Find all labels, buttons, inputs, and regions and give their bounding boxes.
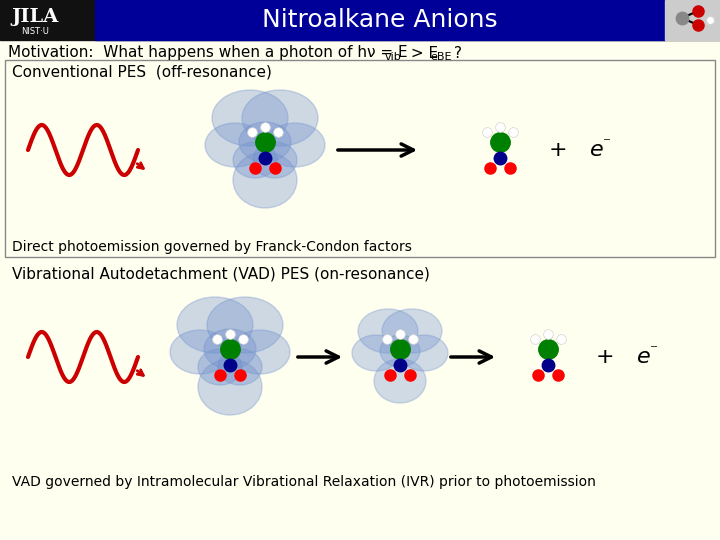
Text: ?: ? [454,45,462,60]
Text: vib: vib [385,52,402,62]
Text: Conventional PES  (off-resonance): Conventional PES (off-resonance) [12,64,272,79]
Ellipse shape [400,335,448,371]
Ellipse shape [358,309,418,353]
Bar [95,0,665,40]
Text: NIST·U: NIST·U [21,28,49,37]
Text: ⁻: ⁻ [603,136,611,151]
Text: VAD governed by Intramolecular Vibrational Relaxation (IVR) prior to photoemissi: VAD governed by Intramolecular Vibration… [12,475,596,489]
Ellipse shape [352,335,400,371]
Text: > E: > E [406,45,438,60]
Ellipse shape [230,330,290,374]
Bar [5,60,715,257]
Text: +: + [549,140,567,160]
Text: Motivation:  What happens when a photon of hν = E: Motivation: What happens when a photon o… [8,45,408,60]
Ellipse shape [204,329,256,369]
Ellipse shape [207,297,283,353]
Text: e: e [637,347,651,367]
Ellipse shape [239,122,291,162]
Text: JILA: JILA [12,8,58,26]
Ellipse shape [198,359,262,415]
Bar [5,262,715,492]
Ellipse shape [380,335,420,367]
Text: +: + [595,347,614,367]
Ellipse shape [198,349,242,385]
Ellipse shape [218,349,262,385]
Ellipse shape [265,123,325,167]
Text: ⁻: ⁻ [650,342,658,357]
Ellipse shape [233,152,297,208]
Ellipse shape [382,309,442,353]
Text: Nitroalkane Anions: Nitroalkane Anions [262,8,498,32]
Ellipse shape [242,90,318,146]
Text: Vibrational Autodetachment (VAD) PES (on-resonance): Vibrational Autodetachment (VAD) PES (on… [12,267,430,281]
Text: e: e [590,140,604,160]
Text: eBE: eBE [430,52,451,62]
Bar [665,0,720,40]
Ellipse shape [253,142,297,178]
Ellipse shape [205,123,265,167]
Text: Direct photoemission governed by Franck-Condon factors: Direct photoemission governed by Franck-… [12,240,412,254]
Bar [0,0,720,40]
Ellipse shape [374,359,426,403]
Ellipse shape [170,330,230,374]
Ellipse shape [177,297,253,353]
Ellipse shape [233,142,277,178]
Ellipse shape [212,90,288,146]
